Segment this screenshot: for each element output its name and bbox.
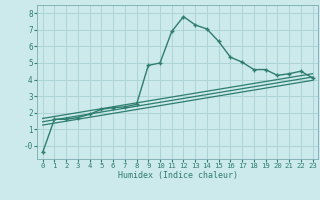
X-axis label: Humidex (Indice chaleur): Humidex (Indice chaleur): [118, 171, 237, 180]
